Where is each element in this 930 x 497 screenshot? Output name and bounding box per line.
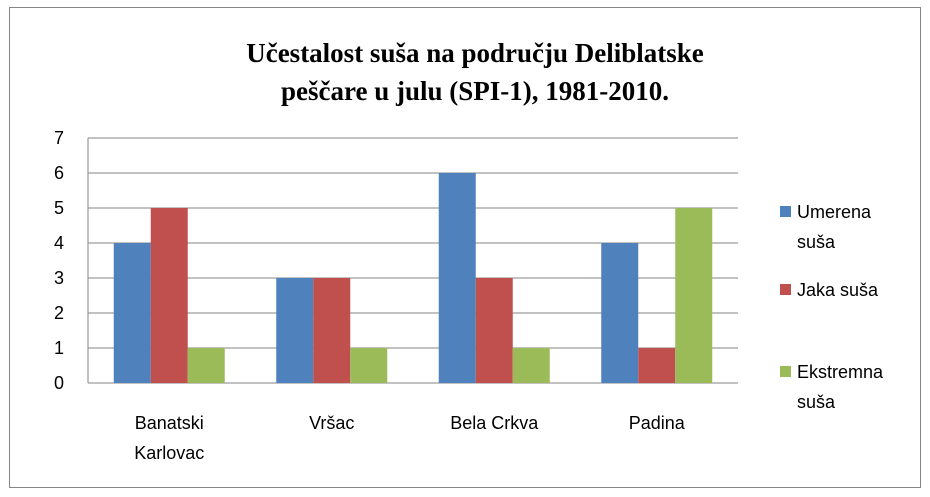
y-tick-label: 1 [53,338,64,358]
y-tick-label: 4 [53,233,64,253]
x-tick-label: Banatski Karlovac [134,413,205,463]
y-tick-label: 5 [53,198,64,218]
bar [438,173,476,383]
y-tick-label: 0 [53,373,64,393]
legend-swatch [780,284,791,295]
bar [313,278,351,383]
legend-label: Umerena suša [797,202,872,252]
bar [601,243,639,383]
y-tick-label: 7 [53,128,64,148]
legend-label: Jaka suša [797,280,879,300]
bar [150,208,188,383]
legend-swatch [780,366,791,377]
legend-label: Ekstremna suša [797,362,884,412]
chart-frame [9,7,921,488]
y-tick-label: 6 [53,163,64,183]
x-tick-label: Vršac [309,413,355,433]
bar [276,278,314,383]
y-tick-label: 3 [53,268,64,288]
chart-title: Učestalost suša na području Deliblatske … [246,38,704,106]
x-tick-label: Padina [628,413,685,433]
bar [350,348,388,383]
legend-swatch [780,206,791,217]
y-tick-label: 2 [53,303,64,323]
bar [638,348,676,383]
bar [675,208,713,383]
bar [113,243,151,383]
bar [475,278,513,383]
bar [512,348,550,383]
x-tick-label: Bela Crkva [450,413,539,433]
bar [187,348,225,383]
